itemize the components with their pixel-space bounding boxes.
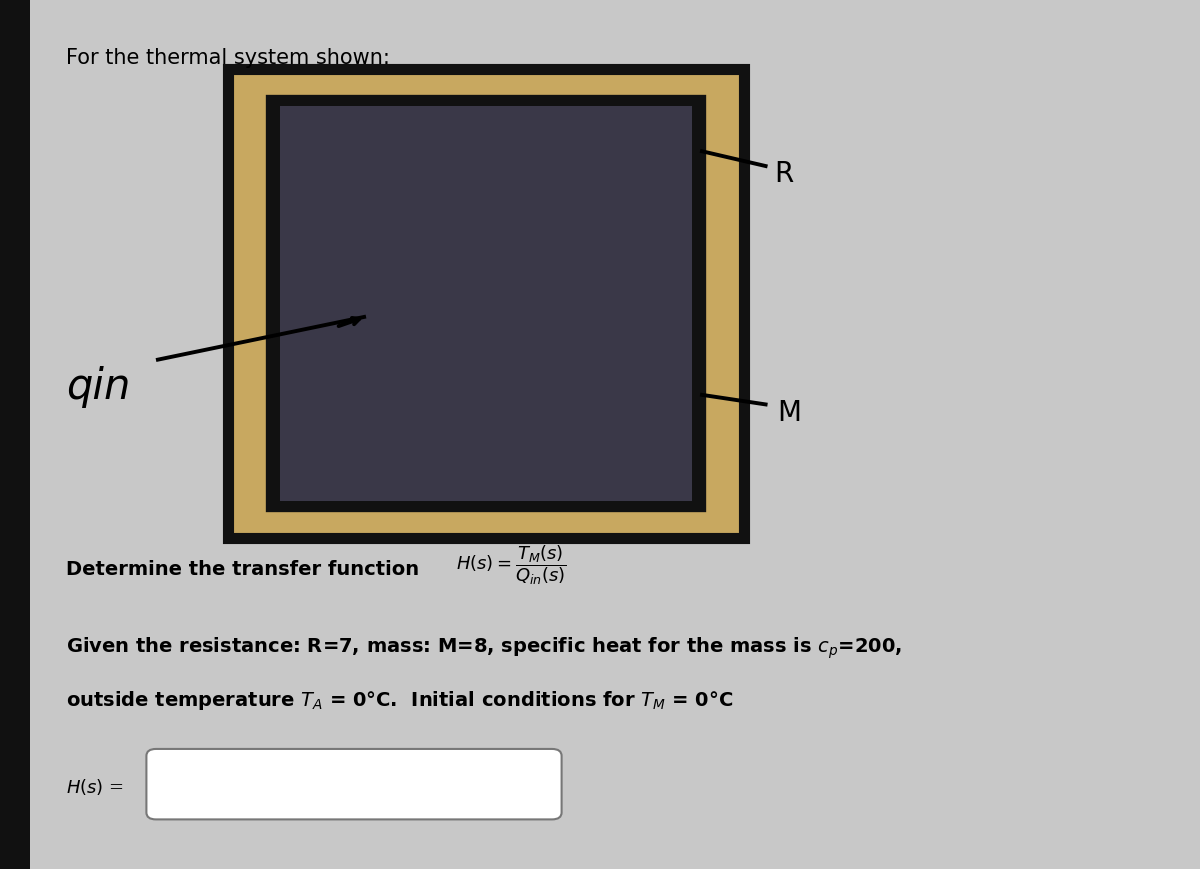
FancyBboxPatch shape (146, 749, 562, 819)
Bar (0, 0, 30, 869)
Text: qin: qin (66, 366, 131, 408)
Text: M: M (778, 399, 802, 427)
Text: R: R (774, 160, 793, 188)
Text: For the thermal system shown:: For the thermal system shown: (66, 48, 390, 68)
Text: $H(s) = \dfrac{T_M(s)}{Q_{in}(s)}$: $H(s) = \dfrac{T_M(s)}{Q_{in}(s)}$ (456, 543, 566, 587)
Text: $H(s)$ =: $H(s)$ = (66, 777, 124, 796)
Text: outside temperature $T_A$ = 0°C.  Initial conditions for $T_M$ = 0°C: outside temperature $T_A$ = 0°C. Initial… (66, 688, 733, 711)
Text: Given the resistance: R=7, mass: M=8, specific heat for the mass is $c_p$=200,: Given the resistance: R=7, mass: M=8, sp… (66, 634, 902, 660)
Bar (270, 100, 702, 508)
Bar (228, 70, 744, 539)
Bar (280, 107, 692, 501)
Text: Determine the transfer function: Determine the transfer function (66, 560, 419, 579)
